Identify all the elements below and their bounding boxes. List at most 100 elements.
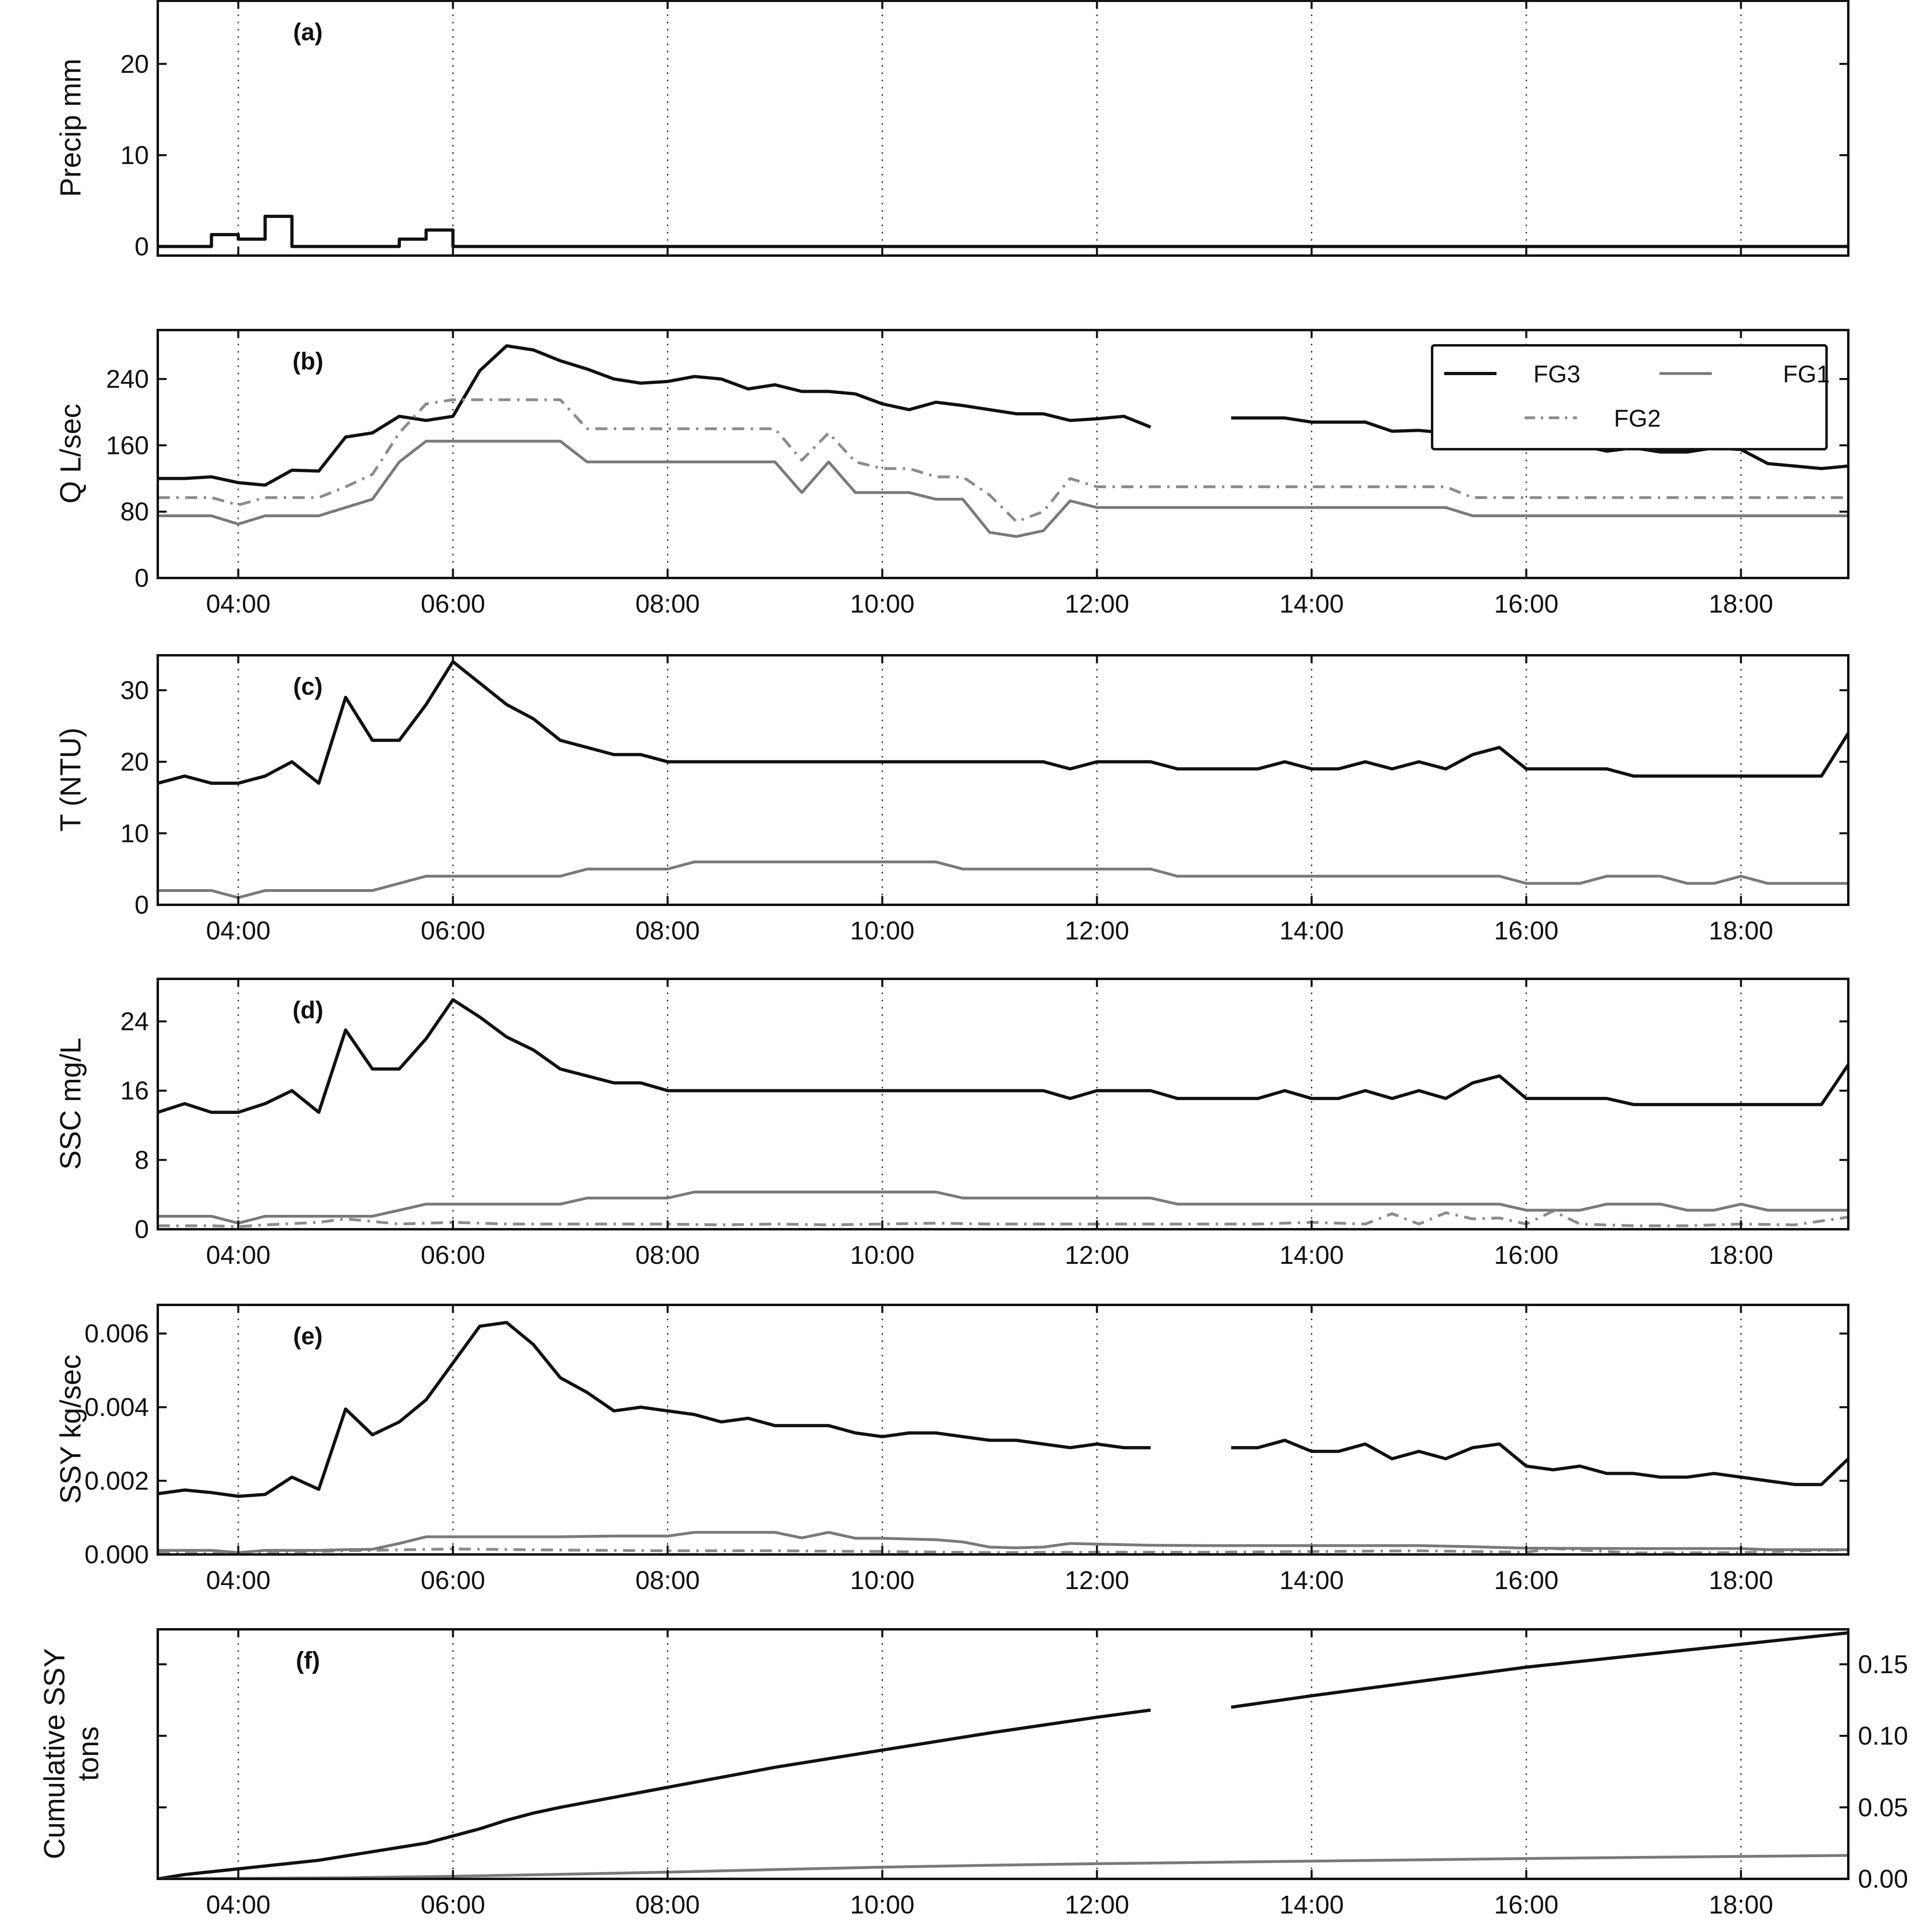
y-tick-label: 0.10 (1858, 1721, 1908, 1750)
series-line-fg2 (158, 1210, 1848, 1228)
legend-box (1431, 344, 1828, 450)
legend-label-fg3: FG3 (1534, 361, 1581, 388)
x-tick-label: 06:00 (421, 916, 485, 945)
x-tick-label: 16:00 (1494, 916, 1558, 945)
x-tick-label: 14:00 (1280, 916, 1344, 945)
y-tick-label: 0.00 (1858, 1864, 1908, 1893)
x-tick-label: 12:00 (1065, 1566, 1129, 1595)
panel-f: 0.00 0.05 0.10 0.15 04:00 06:00 08:00 10:00 12:0… (39, 1628, 1908, 1919)
y-tick-label: 240 (106, 365, 149, 394)
x-tick-label: 08:00 (636, 589, 700, 618)
panel-frame (157, 329, 1849, 579)
y-tick-label: 0.004 (85, 1393, 149, 1422)
x-tick-label: 10:00 (850, 1566, 914, 1595)
x-tick-label: 18:00 (1709, 589, 1773, 618)
x-tick-label: 04:00 (206, 916, 270, 945)
panel-label: (b) (293, 348, 324, 375)
x-tick-label: 18:00 (1709, 1890, 1773, 1919)
series-line-fg1 (158, 440, 1848, 538)
panel-a: 0 10 20 (a) Precip mm (55, 0, 1849, 261)
y-axis-label: SSC mg/L (55, 1038, 87, 1170)
panel-d: 0 8 16 24 04:00 06:00 08:00 10:00 12:00 14:00 16:0… (55, 978, 1849, 1269)
y-axis-label: Precip mm (55, 58, 87, 197)
y-axis-label-line: Cumulative SSY (39, 1648, 71, 1859)
y-tick-label: 20 (120, 50, 149, 78)
y-tick-label: 8 (134, 1146, 149, 1174)
y-tick-label: 0 (134, 1215, 149, 1244)
x-tick-label: 06:00 (421, 1890, 485, 1919)
x-tick-label: 04:00 (206, 1566, 270, 1595)
panel-frame (157, 654, 1849, 906)
x-tick-label: 12:00 (1065, 589, 1129, 618)
x-tick-label: 08:00 (636, 1241, 700, 1269)
y-tick-label: 10 (120, 141, 149, 170)
x-tick-label: 18:00 (1709, 1566, 1773, 1595)
x-tick-label: 16:00 (1494, 1566, 1558, 1595)
x-tick-label: 16:00 (1494, 1890, 1558, 1919)
x-tick-label: 08:00 (636, 1890, 700, 1919)
y-axis-label: SSY kg/sec (55, 1355, 87, 1504)
x-tick-label: 06:00 (421, 589, 485, 618)
x-tick-label: 06:00 (421, 1241, 485, 1269)
y-tick-label: 0.002 (85, 1466, 149, 1495)
y-tick-label: 20 (120, 747, 149, 776)
x-tick-label: 10:00 (850, 1890, 914, 1919)
series-line-fg1 (158, 1531, 1848, 1554)
y-axis-label: Q L/sec (55, 404, 87, 504)
x-tick-label: 14:00 (1280, 1241, 1344, 1269)
x-tick-label: 10:00 (850, 1241, 914, 1269)
x-tick-label: 10:00 (850, 916, 914, 945)
y-tick-label: 10 (120, 819, 149, 848)
series-line-fg1 (158, 1191, 1848, 1225)
y-axis-label-line: tons (72, 1726, 105, 1781)
x-tick-label: 12:00 (1065, 916, 1129, 945)
y-tick-label: 0 (134, 890, 149, 919)
panel-label: (c) (293, 673, 322, 700)
x-tick-label: 10:00 (850, 589, 914, 618)
panel-frame (157, 0, 1849, 257)
y-tick-label: 160 (106, 431, 149, 460)
x-tick-label: 14:00 (1280, 1890, 1344, 1919)
panel-label: (f) (296, 1647, 320, 1674)
x-tick-label: 08:00 (636, 1566, 700, 1595)
y-tick-label: 0.05 (1858, 1793, 1908, 1822)
y-tick-label: 16 (120, 1076, 149, 1105)
y-tick-label: 80 (120, 497, 149, 526)
series-line-fg2 (158, 1547, 1848, 1554)
series-line-fg1 (158, 1854, 1848, 1879)
y-tick-label: 0 (134, 564, 149, 592)
panel-e: 0.000 0.002 0.004 0.006 04:00 06:00 08:00 10:00… (55, 1304, 1849, 1595)
y-axis-label: T (NTU) (55, 728, 87, 832)
y-tick-label: 0 (134, 232, 149, 261)
y-tick-label: 24 (120, 1007, 149, 1036)
panel-frame (157, 978, 1849, 1230)
series-line-precip (158, 215, 1848, 248)
y-tick-label: 30 (120, 676, 149, 705)
x-tick-label: 18:00 (1709, 916, 1773, 945)
panel-label: (e) (293, 1323, 322, 1350)
x-tick-label: 14:00 (1280, 1566, 1344, 1595)
panel-label: (a) (293, 19, 322, 45)
x-tick-label: 14:00 (1280, 589, 1344, 618)
x-tick-label: 16:00 (1494, 589, 1558, 618)
series-line-fg3 (158, 1631, 1848, 1879)
y-axis-label: Cumulative SSYtons (39, 1648, 105, 1859)
panel-frame (157, 1628, 1849, 1880)
panel-c: 0 10 20 30 04:00 06:00 08:00 10:00 12:00 14:00 16:… (55, 654, 1849, 945)
series-line-fg1 (158, 860, 1848, 899)
y-tick-label: 0.006 (85, 1319, 149, 1348)
series-line-fg3 (158, 1321, 1848, 1498)
legend-label-fg2: FG2 (1614, 405, 1661, 432)
legend: FG3 FG1 FG2 (1431, 344, 1830, 450)
y-tick-label: 0.000 (85, 1540, 149, 1569)
x-tick-label: 12:00 (1065, 1890, 1129, 1919)
x-tick-label: 12:00 (1065, 1241, 1129, 1269)
x-tick-label: 16:00 (1494, 1241, 1558, 1269)
legend-label-fg1: FG1 (1783, 361, 1830, 388)
x-tick-label: 18:00 (1709, 1241, 1773, 1269)
x-tick-label: 04:00 (206, 1241, 270, 1269)
series-line-fg3 (158, 998, 1848, 1114)
series-line-fg3 (158, 660, 1848, 785)
x-tick-label: 04:00 (206, 589, 270, 618)
